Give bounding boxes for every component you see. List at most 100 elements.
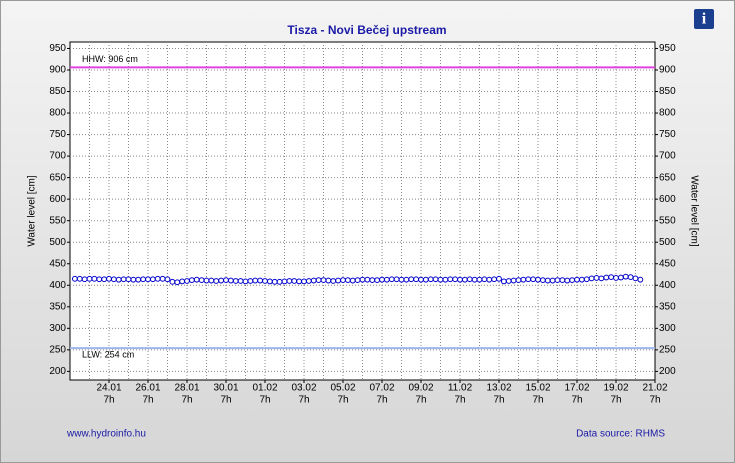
x-tick-time: 7h xyxy=(337,395,348,406)
data-point xyxy=(91,275,98,282)
data-point xyxy=(159,275,166,282)
data-point xyxy=(135,276,142,283)
y-tick-label: 550 xyxy=(49,215,66,226)
x-tick-time: 7h xyxy=(610,395,621,406)
y2-tick-label: 900 xyxy=(659,65,676,76)
data-point xyxy=(81,276,88,283)
x-tick-time: 7h xyxy=(532,395,543,406)
data-point xyxy=(535,276,541,283)
data-point xyxy=(115,276,122,283)
footer-source: Data source: RHMS xyxy=(576,429,665,440)
footer-link[interactable]: www.hydroinfo.hu xyxy=(66,429,146,440)
y2-tick-label: 850 xyxy=(659,86,676,97)
data-point xyxy=(520,276,527,283)
data-point xyxy=(432,276,439,283)
x-tick-time: 7h xyxy=(181,395,192,406)
x-tick-time: 7h xyxy=(649,395,660,406)
data-point xyxy=(198,277,205,284)
threshold-label: LLW: 254 cm xyxy=(82,350,134,360)
data-point xyxy=(578,276,585,283)
data-point xyxy=(276,278,283,285)
data-point xyxy=(388,276,395,283)
data-point xyxy=(374,277,381,284)
data-point xyxy=(510,277,517,284)
y-axis-label: Water level [cm] xyxy=(27,175,38,247)
x-tick-label: 24.01 xyxy=(96,383,121,394)
data-point xyxy=(486,276,493,283)
data-point xyxy=(354,277,361,284)
data-point xyxy=(281,278,288,285)
x-tick-time: 7h xyxy=(493,395,504,406)
y-tick-label: 850 xyxy=(49,86,66,97)
data-point xyxy=(461,276,468,283)
data-point xyxy=(76,275,83,282)
data-point xyxy=(627,274,634,280)
data-point xyxy=(208,277,215,284)
y-tick-label: 800 xyxy=(49,108,66,119)
y-tick-label: 500 xyxy=(49,237,66,248)
y2-tick-label: 800 xyxy=(659,108,676,119)
data-point xyxy=(149,276,156,283)
data-point xyxy=(539,277,546,284)
y2-tick-label: 400 xyxy=(659,280,676,291)
x-tick-time: 7h xyxy=(571,395,582,406)
data-point xyxy=(549,277,556,284)
chart-title: Tisza - Novi Bečej upstream xyxy=(287,23,446,37)
svg-text:i: i xyxy=(702,11,707,28)
data-point xyxy=(218,277,225,284)
data-point xyxy=(564,277,571,284)
data-point xyxy=(413,276,420,283)
data-point xyxy=(252,277,259,284)
data-point xyxy=(491,276,498,283)
data-point xyxy=(452,276,459,283)
data-point xyxy=(554,277,561,284)
data-point xyxy=(369,277,376,284)
data-point xyxy=(344,277,351,284)
data-point xyxy=(330,278,337,284)
y-tick-label: 750 xyxy=(49,129,66,140)
data-point xyxy=(422,276,429,283)
data-point xyxy=(86,275,93,282)
y2-tick-label: 600 xyxy=(659,194,676,205)
data-point xyxy=(637,276,644,283)
data-point xyxy=(442,276,449,283)
info-icon[interactable]: i xyxy=(694,9,714,29)
data-point xyxy=(457,276,463,283)
data-point xyxy=(569,277,576,284)
x-tick-label: 05.02 xyxy=(330,383,355,394)
x-tick-label: 11.02 xyxy=(448,383,473,394)
x-tick-label: 09.02 xyxy=(408,383,433,394)
data-point xyxy=(223,277,229,284)
y2-tick-label: 550 xyxy=(659,215,676,226)
data-point xyxy=(437,276,444,283)
y2-axis-label: Water level [cm] xyxy=(688,175,699,247)
x-tick-time: 7h xyxy=(376,395,387,406)
data-point xyxy=(310,277,317,284)
data-point xyxy=(471,276,478,283)
y2-tick-label: 200 xyxy=(659,366,676,377)
y2-tick-label: 950 xyxy=(659,43,676,54)
data-point xyxy=(315,277,322,284)
y2-tick-label: 700 xyxy=(659,151,676,162)
y2-tick-label: 350 xyxy=(659,301,676,312)
data-point xyxy=(247,278,254,284)
data-point xyxy=(130,276,137,283)
data-point xyxy=(237,278,244,284)
x-tick-label: 19.02 xyxy=(603,383,628,394)
data-point xyxy=(593,275,600,281)
data-point xyxy=(525,276,532,283)
y-tick-label: 600 xyxy=(49,194,66,205)
data-point xyxy=(617,274,624,281)
x-tick-time: 7h xyxy=(220,395,231,406)
data-point xyxy=(193,276,200,283)
x-tick-time: 7h xyxy=(259,395,270,406)
data-point xyxy=(71,275,78,282)
y-tick-label: 250 xyxy=(49,345,66,356)
data-point xyxy=(262,278,268,284)
data-point xyxy=(530,276,537,283)
data-point xyxy=(257,277,264,284)
threshold-label: HHW: 906 cm xyxy=(82,54,138,64)
y-tick-label: 400 xyxy=(49,280,66,291)
data-point xyxy=(320,277,327,284)
